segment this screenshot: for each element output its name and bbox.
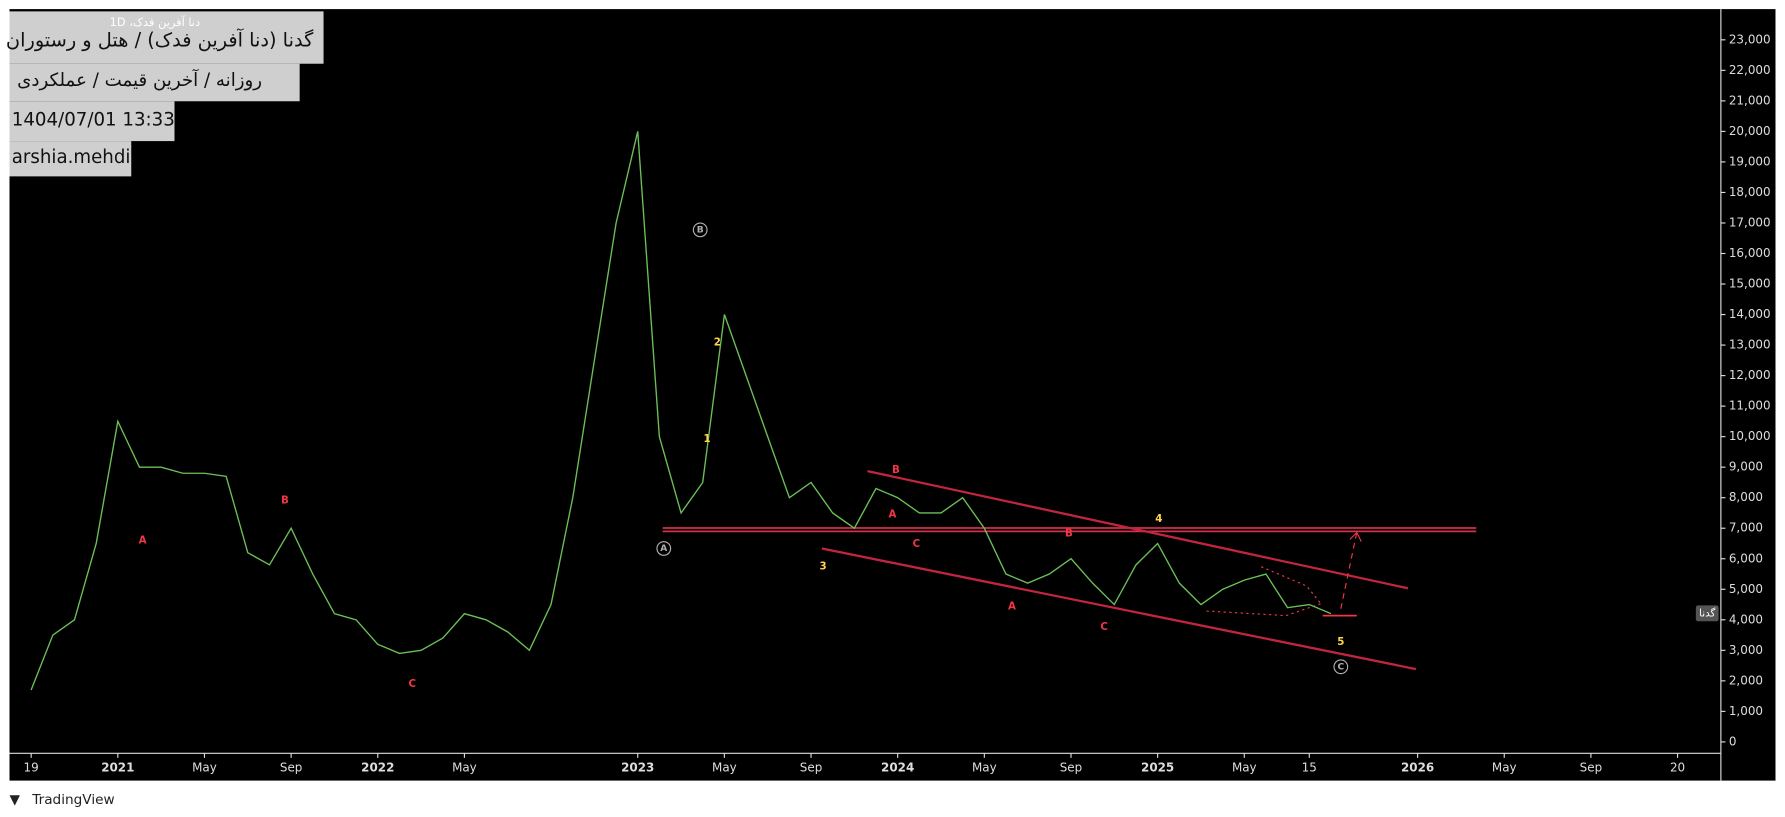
wave-circle bbox=[656, 541, 672, 556]
dotted-line bbox=[1206, 602, 1323, 617]
projection bbox=[1340, 532, 1358, 609]
header: دنا آفرین فدک، 1D گدنا (دنا آفرین فدک) /… bbox=[6, 11, 324, 177]
y-tick-label: 12,000 bbox=[1729, 368, 1771, 382]
y-tick-label: 17,000 bbox=[1729, 215, 1771, 229]
wave-label: B bbox=[697, 225, 704, 235]
wave-label: 2 bbox=[714, 337, 721, 349]
symbol-small: دنا آفرین فدک، 1D bbox=[110, 15, 200, 30]
chart-background bbox=[9, 9, 1776, 781]
y-tick-label: 19,000 bbox=[1729, 154, 1771, 168]
header-box bbox=[9, 63, 300, 102]
x-tick-label: Sep bbox=[280, 761, 303, 775]
wave-label: B bbox=[1065, 528, 1073, 540]
wave-label: C bbox=[1100, 621, 1108, 633]
projection-arrow bbox=[1349, 531, 1362, 542]
wave-label: A bbox=[660, 544, 667, 554]
y-tick-label: 4,000 bbox=[1729, 612, 1763, 626]
wave-label: C bbox=[913, 538, 921, 550]
price-tag: گدنا bbox=[1699, 606, 1715, 619]
wave-label: 3 bbox=[820, 561, 827, 573]
wave-circle bbox=[692, 222, 708, 238]
y-tick-label: 5,000 bbox=[1729, 582, 1763, 596]
drawings bbox=[662, 469, 1477, 671]
subtitle: روزانه / آخرین قیمت / عملکردی bbox=[17, 68, 262, 91]
y-tick-label: 6,000 bbox=[1729, 551, 1763, 565]
y-tick-label: 13,000 bbox=[1729, 338, 1771, 352]
x-tick-label: 19 bbox=[24, 761, 39, 775]
x-tick-label: Sep bbox=[1580, 761, 1603, 775]
author: arshia.mehdi bbox=[12, 147, 131, 168]
channel-upper bbox=[867, 469, 1409, 590]
x-tick-label: May bbox=[972, 761, 997, 775]
price-line bbox=[30, 131, 1332, 691]
dotted-line bbox=[1260, 566, 1321, 604]
y-tick-label: 18,000 bbox=[1729, 185, 1771, 199]
x-tick-label: 2025 bbox=[1141, 761, 1174, 775]
wave-label: A bbox=[139, 534, 147, 546]
x-tick-label: May bbox=[712, 761, 737, 775]
wave-label: A bbox=[1008, 600, 1016, 612]
y-tick-label: 7,000 bbox=[1729, 521, 1763, 535]
footer: TradingView bbox=[31, 792, 114, 808]
y-tick-label: 11,000 bbox=[1729, 399, 1771, 413]
y-tick-label: 15,000 bbox=[1729, 277, 1771, 291]
y-tick-label: 1,000 bbox=[1729, 704, 1763, 718]
y-tick-label: 8,000 bbox=[1729, 490, 1763, 504]
header-box bbox=[9, 101, 175, 142]
x-tick-label: 2021 bbox=[101, 761, 134, 775]
x-tick-label: 15 bbox=[1302, 761, 1317, 775]
y-tick-label: 3,000 bbox=[1729, 643, 1763, 657]
wave-label: 5 bbox=[1337, 636, 1344, 648]
x-tick-label: Sep bbox=[800, 761, 823, 775]
x-tick-label: Sep bbox=[1060, 761, 1083, 775]
price-tag-box bbox=[1695, 605, 1719, 622]
x-tick-label: 2022 bbox=[361, 761, 394, 775]
wave-label: C bbox=[1337, 662, 1344, 672]
y-tick-label: 0 bbox=[1729, 734, 1737, 748]
wave-label: B bbox=[892, 464, 900, 476]
header-box bbox=[9, 11, 324, 64]
x-tick-label: 2024 bbox=[881, 761, 914, 775]
wave-label: A bbox=[889, 508, 897, 520]
datetime: 1404/07/01 13:33 bbox=[12, 110, 175, 131]
x-tick-label: May bbox=[1232, 761, 1257, 775]
wave-circle bbox=[1333, 659, 1349, 675]
x-tick-label: May bbox=[192, 761, 217, 775]
y-tick-label: 22,000 bbox=[1729, 63, 1771, 77]
wave-label: C bbox=[409, 678, 417, 690]
x-tick-label: May bbox=[452, 761, 477, 775]
wave-label: 1 bbox=[703, 433, 710, 445]
y-tick-label: 21,000 bbox=[1729, 93, 1771, 107]
y-tick-label: 10,000 bbox=[1729, 429, 1771, 443]
title: گدنا (دنا آفرین فدک) / هتل و رستوران bbox=[6, 27, 314, 51]
y-tick-label: 16,000 bbox=[1729, 246, 1771, 260]
x-tick-label: 2023 bbox=[621, 761, 654, 775]
x-tick-label: 20 bbox=[1670, 761, 1685, 775]
y-tick-label: 20,000 bbox=[1729, 124, 1771, 138]
y-tick-label: 9,000 bbox=[1729, 460, 1763, 474]
y-tick-label: 2,000 bbox=[1729, 673, 1763, 687]
header-box bbox=[9, 141, 132, 177]
x-tick-label: 2026 bbox=[1401, 761, 1434, 775]
y-tick-label: 14,000 bbox=[1729, 307, 1771, 321]
wave-label: 4 bbox=[1155, 513, 1162, 525]
channel-lower bbox=[821, 547, 1417, 671]
wave-label: B bbox=[281, 495, 289, 507]
y-tick-label: 23,000 bbox=[1729, 32, 1771, 46]
footer-logo: ▼ bbox=[10, 792, 21, 808]
x-tick-label: May bbox=[1492, 761, 1517, 775]
